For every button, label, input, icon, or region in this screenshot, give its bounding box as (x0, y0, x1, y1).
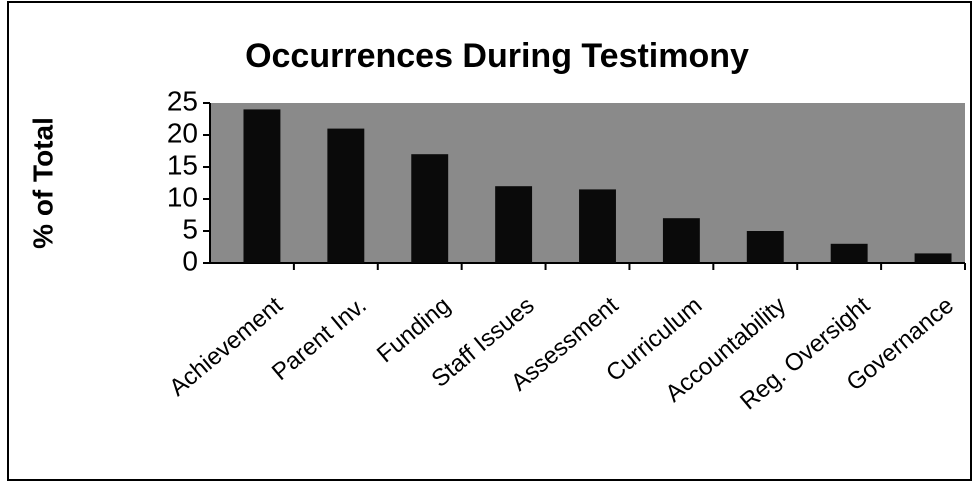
bar (914, 253, 952, 263)
bar (327, 128, 365, 263)
bar (830, 243, 868, 263)
bar (662, 218, 700, 263)
y-tick-label: 0 (182, 245, 198, 276)
bar (746, 231, 784, 263)
bar (243, 109, 281, 264)
y-tick-label: 5 (182, 213, 198, 244)
y-tick-label: 25 (167, 85, 198, 116)
y-tick-label: 10 (167, 181, 198, 212)
bar (411, 154, 449, 263)
y-axis-label: % of Total (27, 117, 58, 249)
y-tick-label: 15 (167, 149, 198, 180)
chart-title: Occurrences During Testimony (245, 37, 749, 75)
bar (579, 189, 616, 263)
y-tick-label: 20 (167, 117, 198, 148)
bar (495, 186, 533, 263)
